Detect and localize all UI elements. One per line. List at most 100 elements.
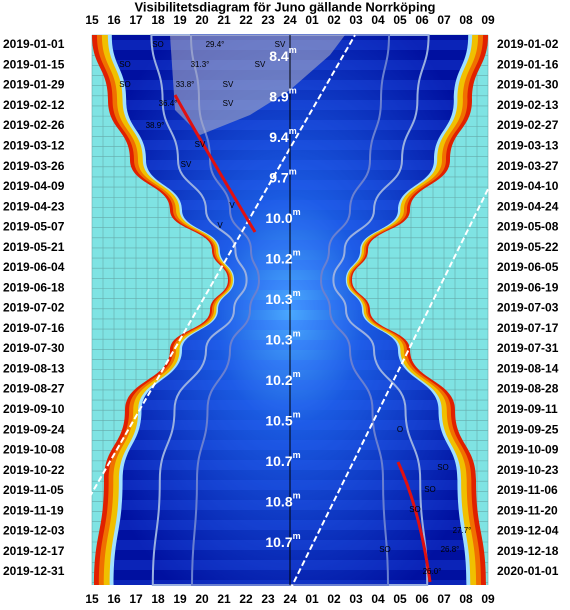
date-label-right: 2019-11-20 bbox=[497, 503, 558, 517]
hour-label-bottom: 09 bbox=[481, 592, 495, 606]
hour-label-top: 20 bbox=[195, 13, 209, 27]
direction-label: SO bbox=[424, 485, 436, 494]
magnitude-label: 10.2m bbox=[265, 369, 300, 387]
magnitude-unit: m bbox=[293, 369, 301, 379]
date-label-right: 2020-01-01 bbox=[497, 564, 559, 578]
date-label-left: 2019-08-27 bbox=[3, 382, 65, 396]
direction-label: 26.0° bbox=[423, 567, 442, 576]
date-label-right: 2019-02-13 bbox=[497, 98, 559, 112]
date-label-left: 2019-06-04 bbox=[3, 260, 65, 274]
date-label-left: 2019-09-24 bbox=[3, 422, 65, 436]
date-label-right: 2019-06-05 bbox=[497, 260, 559, 274]
twilight-curve bbox=[150, 34, 430, 586]
hour-label-bottom: 08 bbox=[459, 592, 473, 606]
hour-label-bottom: 19 bbox=[173, 592, 187, 606]
hour-label-bottom: 03 bbox=[349, 592, 363, 606]
magnitude-label: 10.3m bbox=[265, 329, 300, 347]
direction-label: SV bbox=[223, 80, 234, 89]
magnitude-unit: m bbox=[293, 531, 301, 541]
hour-label-top: 19 bbox=[173, 13, 187, 27]
magnitude-value: 10.7 bbox=[265, 453, 292, 469]
date-label-left: 2019-10-22 bbox=[3, 463, 65, 477]
hour-label-top: 07 bbox=[437, 13, 451, 27]
hour-label-top: 18 bbox=[151, 13, 165, 27]
hour-label-top: 05 bbox=[393, 13, 407, 27]
magnitude-value: 10.2 bbox=[265, 250, 292, 266]
magnitude-unit: m bbox=[293, 207, 301, 217]
date-label-left: 2019-07-16 bbox=[3, 321, 65, 335]
hour-label-bottom: 24 bbox=[283, 592, 297, 606]
direction-label: 26.8° bbox=[441, 545, 460, 554]
date-label-left: 2019-01-01 bbox=[3, 37, 65, 51]
hour-label-top: 08 bbox=[459, 13, 473, 27]
hour-label-bottom: 15 bbox=[85, 592, 99, 606]
hour-label-bottom: 06 bbox=[415, 592, 429, 606]
date-label-left: 2019-12-17 bbox=[3, 544, 65, 558]
direction-label: 36.4° bbox=[159, 99, 178, 108]
magnitude-unit: m bbox=[289, 45, 297, 55]
magnitude-label: 10.7m bbox=[265, 450, 300, 468]
direction-label: O bbox=[397, 425, 403, 434]
hour-label-bottom: 01 bbox=[305, 592, 319, 606]
date-label-left: 2019-01-29 bbox=[3, 78, 65, 92]
direction-label: SV bbox=[181, 160, 192, 169]
magnitude-unit: m bbox=[293, 450, 301, 460]
moon-region bbox=[170, 35, 345, 135]
date-label-right: 2019-09-11 bbox=[497, 402, 558, 416]
date-label-left: 2019-03-26 bbox=[3, 159, 65, 173]
hour-label-bottom: 04 bbox=[371, 592, 385, 606]
date-label-right: 2019-07-17 bbox=[497, 321, 559, 335]
direction-label: SO bbox=[409, 505, 421, 514]
magnitude-label: 10.8m bbox=[265, 491, 300, 509]
chart-title: Visibilitetsdiagram för Juno gällande No… bbox=[135, 0, 436, 14]
date-label-right: 2019-01-02 bbox=[497, 37, 559, 51]
magnitude-value: 9.7 bbox=[269, 169, 289, 185]
direction-label: 31.3° bbox=[191, 60, 210, 69]
direction-label: 38.9° bbox=[146, 121, 165, 130]
date-label-left: 2019-10-08 bbox=[3, 443, 65, 457]
date-label-left: 2019-02-12 bbox=[3, 98, 65, 112]
direction-label: 27.7° bbox=[453, 526, 472, 535]
magnitude-label: 10.3m bbox=[265, 288, 300, 306]
direction-label: SO bbox=[379, 545, 391, 554]
magnitude-value: 9.4 bbox=[269, 129, 289, 145]
date-label-right: 2019-05-08 bbox=[497, 220, 559, 234]
date-label-left: 2019-03-12 bbox=[3, 139, 65, 153]
hour-label-top: 06 bbox=[415, 13, 429, 27]
date-label-left: 2019-05-07 bbox=[3, 220, 65, 234]
track-line bbox=[289, 174, 496, 591]
date-label-left: 2019-07-02 bbox=[3, 301, 65, 315]
magnitude-label: 8.9m bbox=[269, 86, 296, 104]
hour-label-bottom: 17 bbox=[129, 592, 143, 606]
magnitude-label: 10.2m bbox=[265, 248, 300, 266]
date-label-left: 2019-12-03 bbox=[3, 524, 65, 538]
hour-label-top: 15 bbox=[85, 13, 99, 27]
date-label-right: 2019-12-18 bbox=[497, 544, 559, 558]
hour-label-bottom: 02 bbox=[327, 592, 341, 606]
magnitude-value: 10.0 bbox=[265, 210, 292, 226]
hour-label-top: 21 bbox=[217, 13, 231, 27]
track-line bbox=[84, 34, 356, 506]
magnitude-unit: m bbox=[293, 329, 301, 339]
direction-label: SO bbox=[152, 40, 164, 49]
magnitude-value: 10.8 bbox=[265, 493, 292, 509]
date-label-left: 2019-05-21 bbox=[3, 240, 65, 254]
magnitude-value: 10.3 bbox=[265, 331, 292, 347]
hour-label-top: 03 bbox=[349, 13, 363, 27]
date-label-right: 2019-03-13 bbox=[497, 139, 559, 153]
date-label-left: 2019-09-10 bbox=[3, 402, 65, 416]
hour-label-top: 01 bbox=[305, 13, 319, 27]
hour-label-top: 23 bbox=[261, 13, 275, 27]
date-label-right: 2019-12-04 bbox=[497, 524, 559, 538]
magnitude-value: 8.4 bbox=[269, 48, 289, 64]
magnitude-unit: m bbox=[293, 248, 301, 258]
hour-label-top: 16 bbox=[107, 13, 121, 27]
date-label-right: 2019-04-24 bbox=[497, 199, 559, 213]
date-label-right: 2019-07-31 bbox=[497, 341, 559, 355]
date-label-left: 2019-08-13 bbox=[3, 361, 65, 375]
hour-label-bottom: 21 bbox=[217, 592, 231, 606]
direction-label: SV bbox=[275, 40, 286, 49]
date-label-right: 2019-05-22 bbox=[497, 240, 559, 254]
direction-label: V bbox=[229, 201, 235, 210]
date-label-right: 2019-10-09 bbox=[497, 443, 559, 457]
